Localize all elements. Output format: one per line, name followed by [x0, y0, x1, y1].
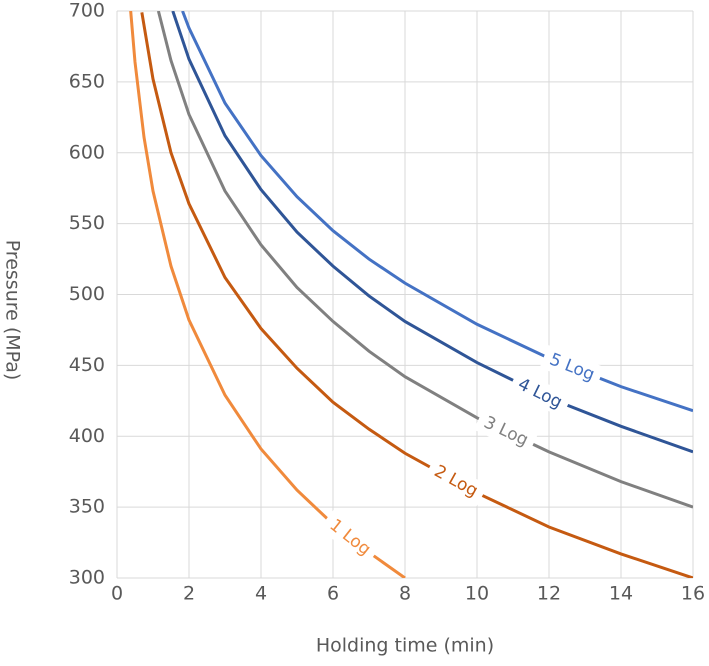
curve-label-bg [319, 509, 381, 566]
curve-label: 2 Log [431, 461, 481, 501]
x-tick-label: 16 [681, 583, 705, 605]
y-tick-label: 350 [69, 496, 105, 518]
curve-label: 3 Log [481, 413, 532, 451]
curve-label: 4 Log [515, 374, 566, 413]
curve-label-group: 2 Log [423, 456, 489, 507]
line [140, 12, 693, 578]
y-tick-label: 700 [69, 0, 105, 22]
y-tick-label: 650 [69, 70, 105, 92]
curve-label-bg [423, 456, 489, 507]
x-tick-label: 4 [255, 583, 267, 605]
y-tick-label: 450 [69, 354, 105, 376]
curve-label-bg [507, 369, 573, 418]
x-tick-label: 0 [111, 583, 123, 605]
x-tick-label: 6 [327, 583, 339, 605]
curve-label-bg [539, 345, 605, 390]
curve-label-group: 3 Log [473, 407, 539, 456]
y-tick-label: 600 [69, 141, 105, 163]
y-tick-label: 300 [69, 567, 105, 589]
x-tick-label: 2 [183, 583, 195, 605]
y-tick-label: 550 [69, 212, 105, 234]
x-tick-label: 14 [609, 583, 633, 605]
x-axis-label: Holding time (min) [316, 635, 494, 657]
y-tick-label: 400 [69, 425, 105, 447]
x-tick-label: 12 [537, 583, 561, 605]
curve-label-group: 1 Log [319, 509, 381, 566]
curve-label-group: 4 Log [507, 369, 573, 418]
y-axis-label: Pressure (MPa) [2, 240, 24, 381]
line [156, 11, 693, 509]
line [181, 11, 693, 413]
x-tick-label: 10 [465, 583, 489, 605]
y-tick-label: 500 [69, 283, 105, 305]
x-tick-label: 8 [399, 583, 411, 605]
curve-label-bg [473, 407, 539, 456]
